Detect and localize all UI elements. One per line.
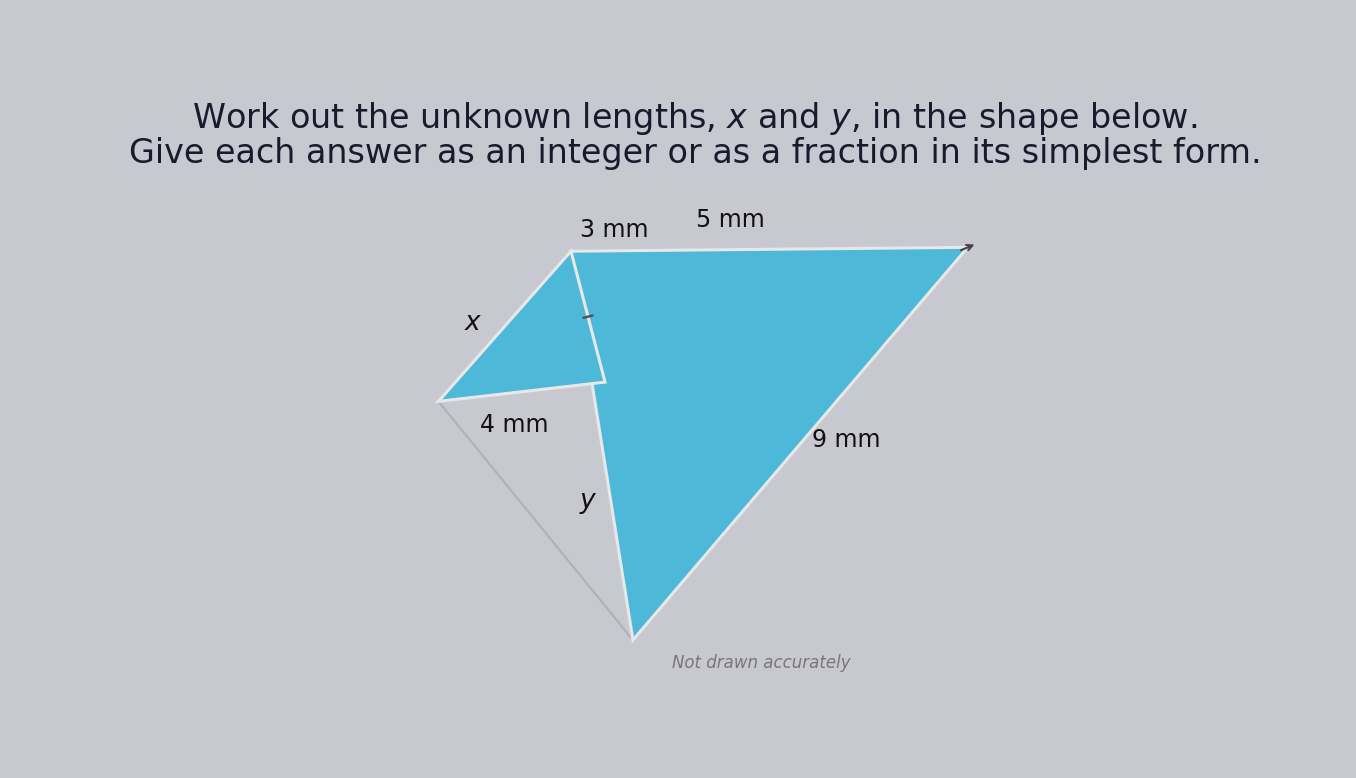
Text: 4 mm: 4 mm (480, 413, 548, 437)
Text: 5 mm: 5 mm (696, 209, 765, 233)
Text: 9 mm: 9 mm (812, 428, 880, 452)
Text: $y$: $y$ (579, 492, 597, 517)
Polygon shape (571, 247, 968, 640)
Text: Give each answer as an integer or as a fraction in its simplest form.: Give each answer as an integer or as a f… (129, 137, 1261, 170)
Text: Not drawn accurately: Not drawn accurately (671, 654, 850, 672)
Text: 3 mm: 3 mm (580, 218, 648, 242)
Text: $x$: $x$ (465, 310, 483, 335)
Polygon shape (438, 251, 605, 401)
Text: Work out the unknown lengths, $x$ and $y$, in the shape below.: Work out the unknown lengths, $x$ and $y… (193, 100, 1197, 137)
